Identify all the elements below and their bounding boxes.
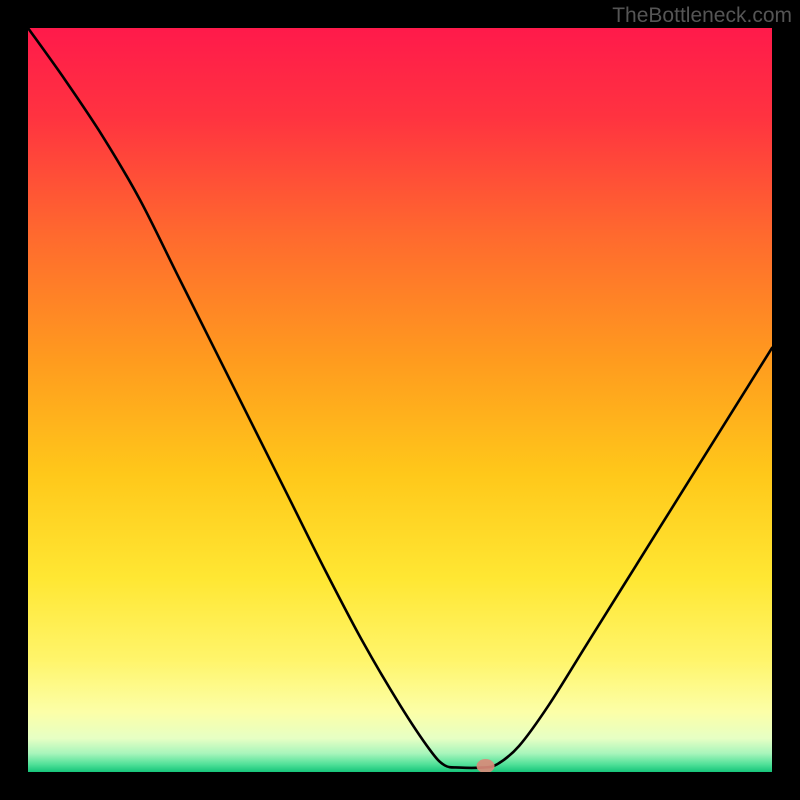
chart-background — [28, 28, 772, 772]
chart-frame: TheBottleneck.com — [0, 0, 800, 800]
bottleneck-curve-chart — [28, 28, 772, 772]
plot-area — [28, 28, 772, 772]
watermark-text: TheBottleneck.com — [612, 4, 792, 28]
